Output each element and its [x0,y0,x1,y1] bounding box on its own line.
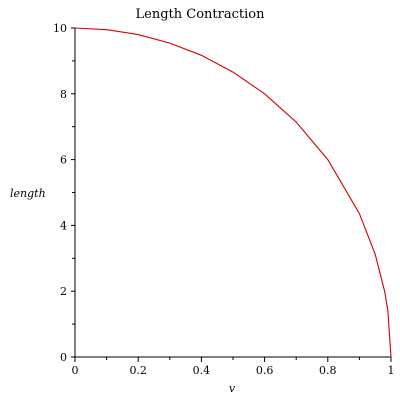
x-tick-label: 0.8 [319,364,337,377]
x-axis-label: v [229,382,236,395]
x-tick-label: 1 [388,364,395,377]
y-tick-label: 10 [53,22,67,35]
x-tick-label: 0.6 [256,364,274,377]
y-tick-label: 8 [60,88,67,101]
x-tick-label: 0.2 [129,364,147,377]
chart-title: Length Contraction [136,7,266,22]
x-tick-label: 0.4 [193,364,211,377]
y-tick-label: 2 [60,285,67,298]
y-tick-label: 6 [60,154,67,167]
y-tick-label: 0 [60,351,67,364]
x-tick-label: 0 [72,364,79,377]
y-axis-label: length [10,187,46,200]
series-line [74,27,392,358]
y-tick-label: 4 [60,219,67,232]
